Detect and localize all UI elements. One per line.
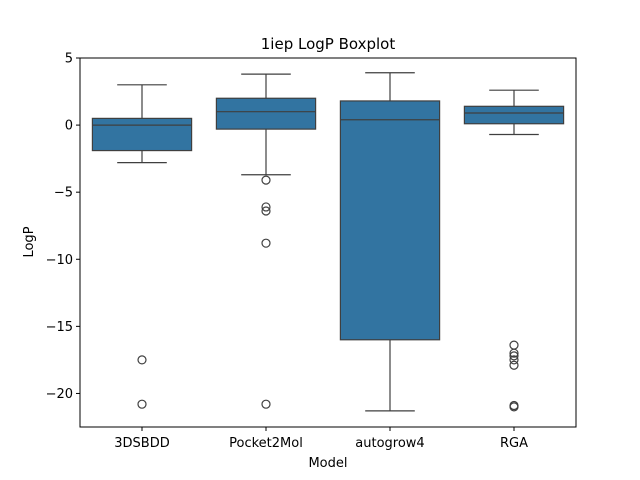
outlier-point: [509, 360, 519, 370]
outlier-point: [509, 351, 519, 361]
outlier-point: [261, 206, 271, 216]
y-tick-label: 5: [65, 52, 73, 67]
x-axis: 3DSBDD Pocket2Mol autogrow4 RGA: [114, 427, 528, 451]
y-axis: 5 0 −5 −10 −15 −20: [46, 52, 80, 402]
x-tick-label: Pocket2Mol: [229, 436, 303, 451]
outlier-point: [137, 355, 147, 365]
y-tick-label: 0: [65, 119, 73, 134]
outlier-point: [261, 175, 271, 185]
chart-title: 1iep LogP Boxplot: [261, 35, 396, 53]
plot-area: [91, 72, 565, 412]
x-axis-title: Model: [308, 456, 347, 471]
outlier-point: [509, 402, 519, 412]
x-tick-label: RGA: [500, 436, 528, 451]
box: [91, 117, 193, 152]
outlier-point: [509, 340, 519, 350]
outlier-point: [137, 399, 147, 409]
box-group-rga: [463, 89, 565, 412]
box-group-pocket2mol: [215, 73, 317, 409]
plot-frame: [79, 57, 577, 428]
outlier-point: [261, 202, 271, 212]
y-tick-label: −5: [54, 186, 73, 201]
y-tick-label: −20: [46, 387, 73, 402]
y-tick-label: −10: [46, 253, 73, 268]
outlier-point: [509, 355, 519, 365]
box: [339, 100, 441, 341]
outlier-point: [261, 399, 271, 409]
y-tick-label: −15: [46, 320, 73, 335]
y-axis-title: LogP: [22, 226, 37, 257]
outlier-point: [509, 348, 519, 358]
x-tick-label: 3DSBDD: [114, 436, 169, 451]
box-group-autogrow4: [339, 72, 441, 412]
box: [463, 105, 565, 125]
outlier-point: [261, 238, 271, 248]
box-group-3dsbdd: [91, 84, 193, 409]
box: [215, 97, 317, 130]
x-tick-label: autogrow4: [355, 436, 424, 451]
